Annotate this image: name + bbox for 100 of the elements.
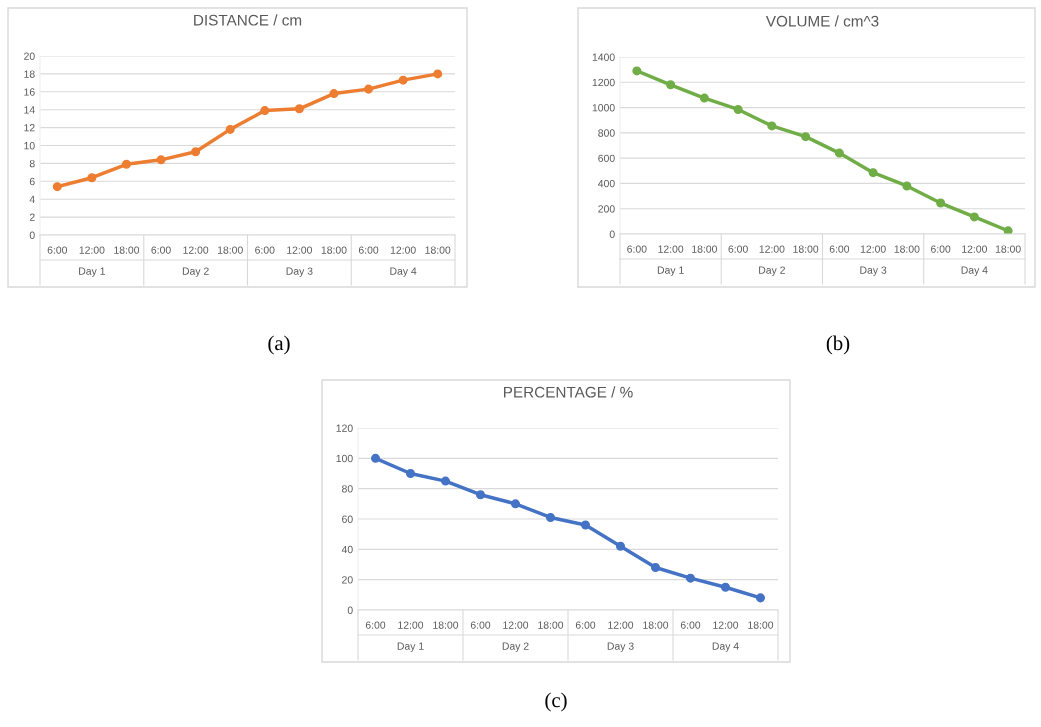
point [755,593,766,603]
point [936,198,946,208]
x-tick-label: 6:00 [728,245,748,253]
text: Day 4 [712,642,739,652]
x-tick-label: 12:00 [713,621,739,629]
point [440,476,451,486]
x-tick-label: 12:00 [759,245,785,253]
text: Day 3 [860,266,887,276]
y-tick-label: 8 [29,159,35,168]
x-tick-label: 18:00 [114,246,140,254]
x-tick-label: 12:00 [183,246,209,254]
point [121,159,131,169]
y-tick-label: 18 [24,70,35,78]
x-tick-label: 6:00 [931,245,951,253]
x-tick-label: 6:00 [365,621,386,629]
y-tick-label: 20 [24,52,35,60]
x-tick-label: 18:00 [433,621,459,629]
text: Day 3 [286,267,313,277]
x-tick-label: 18:00 [995,245,1021,253]
point [685,573,696,583]
point [156,155,166,165]
x-tick-label: 12:00 [608,621,634,629]
text: Day 2 [759,266,785,276]
point [868,168,878,178]
point [969,212,979,222]
point [1003,226,1013,234]
text: Day 1 [397,642,424,652]
x-tick-label: 18:00 [217,246,243,254]
point [834,148,844,158]
x-tick-label: 6:00 [255,246,275,254]
point [650,563,661,573]
x-tick-label: 12:00 [658,245,684,253]
y-tick-label: 1400 [592,53,615,61]
x-tick-label: 18:00 [894,245,920,253]
x-tick-label: 6:00 [627,245,647,253]
text: (a) [268,335,290,355]
x-tick-label: 18:00 [793,245,819,253]
text: Day 3 [607,642,634,652]
y-tick-label: 6 [29,177,35,186]
point [433,69,443,79]
y-tick-label: 800 [598,129,615,137]
x-tick-label: 6:00 [470,621,491,629]
text: Day 1 [657,266,684,276]
text: Day 2 [182,267,209,277]
x-tick-label: 18:00 [692,245,717,253]
chart-title: VOLUME / cm^3 [765,15,879,27]
y-tick-label: 1000 [592,104,615,112]
y-tick-label: 2 [29,213,35,221]
point [510,499,521,509]
text: Day 4 [390,267,417,277]
point [801,132,811,142]
y-tick-label: 1200 [592,78,615,87]
x-tick-label: 12:00 [79,246,105,254]
text: (c) [545,692,567,712]
point [545,512,556,522]
point [294,104,304,114]
x-tick-label: 18:00 [538,621,564,629]
x-tick-label: 6:00 [358,246,379,254]
x-tick-label: 18:00 [748,621,774,629]
y-tick-label: 40 [341,545,353,554]
point [87,173,97,183]
point [225,124,235,134]
x-tick-label: 12:00 [398,621,424,629]
point [580,520,591,530]
y-tick-label: 10 [24,142,35,150]
y-tick-label: 16 [24,88,35,96]
point [699,93,709,103]
text: (b) [826,335,850,355]
x-tick-label: 18:00 [643,621,669,629]
point [405,468,416,479]
chart-title: PERCENTAGE / % [504,386,633,398]
point [260,106,270,116]
x-tick-label: 12:00 [962,245,987,253]
x-tick-label: 18:00 [425,246,451,254]
chart-title: DISTANCE / cm [194,14,302,26]
x-tick-label: 6:00 [829,245,850,253]
point [720,582,731,592]
point [370,453,381,463]
point [329,89,339,99]
point [475,490,486,500]
y-tick-label: 60 [342,515,353,523]
point [902,181,912,191]
x-tick-label: 12:00 [503,621,529,629]
y-tick-label: 4 [29,195,35,203]
y-tick-label: 20 [342,576,353,584]
y-tick-label: 120 [336,424,353,432]
y-tick-label: 12 [24,124,35,132]
x-tick-label: 6:00 [575,621,596,629]
y-tick-label: 400 [598,179,615,188]
text: Day 4 [961,266,988,276]
point [52,182,62,192]
x-tick-label: 12:00 [390,246,416,254]
y-tick-label: 0 [609,230,615,238]
text: Day 2 [502,642,529,652]
y-tick-label: 80 [342,485,353,493]
point [398,75,408,85]
y-tick-label: 0 [29,231,35,239]
x-tick-label: 6:00 [151,246,171,254]
y-tick-label: 14 [24,106,35,114]
x-tick-label: 12:00 [860,245,886,253]
